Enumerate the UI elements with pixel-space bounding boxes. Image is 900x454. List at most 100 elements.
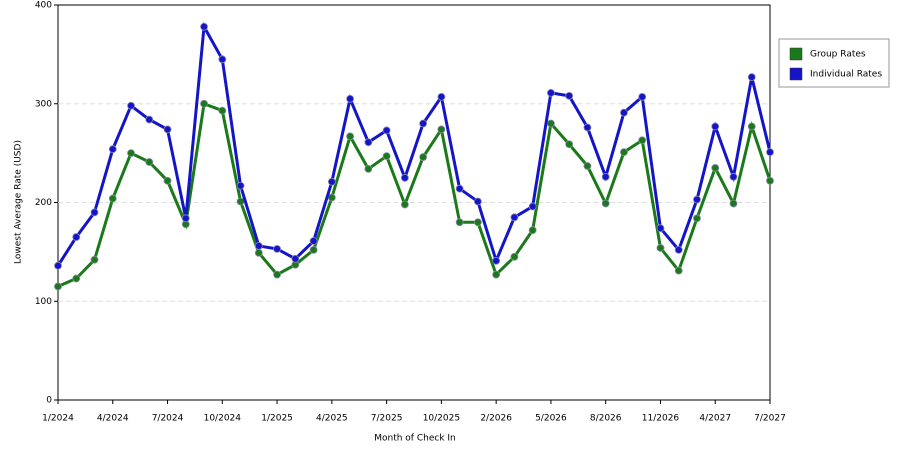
point (656, 224, 665, 233)
y-tick-label: 300 (35, 99, 52, 109)
point (620, 148, 628, 157)
point (419, 153, 428, 161)
point (127, 149, 135, 158)
point (601, 172, 610, 181)
x-tick-label: 11/2026 (642, 414, 680, 424)
point (565, 91, 574, 100)
point (711, 164, 720, 172)
point (108, 194, 117, 203)
x-tick-label: 4/2025 (316, 414, 348, 424)
point (108, 145, 117, 154)
point (145, 115, 154, 124)
point (455, 218, 464, 227)
x-tick-label: 1/2024 (42, 414, 74, 424)
y-tick-label: 400 (35, 1, 52, 11)
y-axis-label: Lowest Average Rate (USD) (14, 140, 24, 264)
point (236, 197, 245, 206)
y-tick-label: 100 (35, 297, 52, 307)
x-tick-label: 10/2024 (204, 414, 242, 424)
point (54, 261, 62, 270)
x-tick-label: 5/2026 (535, 414, 567, 424)
point (747, 73, 756, 81)
point (254, 248, 263, 257)
x-tick-label: 7/2024 (152, 414, 184, 424)
point (346, 132, 355, 141)
point (620, 108, 628, 117)
x-tick-label: 7/2025 (371, 414, 403, 424)
point (200, 99, 208, 108)
point (583, 162, 592, 170)
point (236, 181, 245, 190)
point (528, 202, 537, 211)
point (419, 119, 428, 128)
point (309, 245, 318, 254)
x-tick-label: 8/2026 (590, 414, 622, 424)
point (72, 233, 81, 241)
point (547, 88, 555, 97)
point (656, 244, 665, 252)
legend-swatch (789, 67, 803, 81)
point (163, 176, 172, 185)
x-tick-label: 1/2025 (261, 414, 293, 424)
point (163, 125, 172, 134)
legend-label: Group Rates (810, 50, 866, 60)
point (327, 193, 336, 202)
point (273, 245, 281, 253)
point (547, 119, 555, 128)
y-tick-label: 0 (46, 396, 52, 406)
point (583, 123, 592, 132)
point (510, 252, 519, 261)
x-tick-label: 4/2027 (699, 414, 731, 424)
point (473, 218, 482, 227)
point (200, 22, 208, 31)
point (218, 106, 227, 115)
point (638, 92, 647, 101)
point (72, 274, 81, 283)
point (674, 245, 683, 254)
point (127, 101, 135, 110)
point (90, 208, 99, 217)
point (528, 226, 537, 235)
point (400, 200, 409, 209)
x-axis-label: Month of Check In (374, 434, 456, 444)
point (437, 125, 446, 134)
point (729, 199, 738, 208)
point (693, 214, 701, 223)
point (729, 172, 738, 181)
x-tick-label: 2/2026 (480, 414, 512, 424)
point (327, 177, 336, 186)
series-line (56, 21, 772, 267)
point (455, 184, 464, 193)
point (273, 270, 281, 279)
series-line (57, 101, 772, 288)
point (492, 256, 501, 265)
point (382, 126, 391, 135)
point (382, 152, 391, 160)
x-tick-label: 10/2025 (423, 414, 460, 424)
point (492, 270, 501, 279)
point (711, 122, 720, 131)
point (747, 122, 756, 131)
point (510, 213, 519, 222)
point (54, 282, 62, 291)
point (90, 255, 99, 264)
point (346, 94, 355, 103)
point (766, 176, 774, 185)
point (291, 254, 300, 263)
legend-label: Individual Rates (810, 70, 882, 80)
point (601, 199, 610, 208)
y-tick-label: 200 (35, 198, 52, 208)
point (437, 92, 446, 101)
point (181, 214, 190, 223)
point (364, 138, 373, 147)
point (309, 237, 318, 245)
point (638, 136, 647, 145)
point (473, 197, 482, 206)
legend-swatch (789, 47, 803, 61)
point (693, 195, 701, 204)
x-tick-label: 4/2024 (97, 414, 129, 424)
point (565, 140, 574, 149)
point (364, 165, 373, 173)
point (674, 266, 683, 275)
